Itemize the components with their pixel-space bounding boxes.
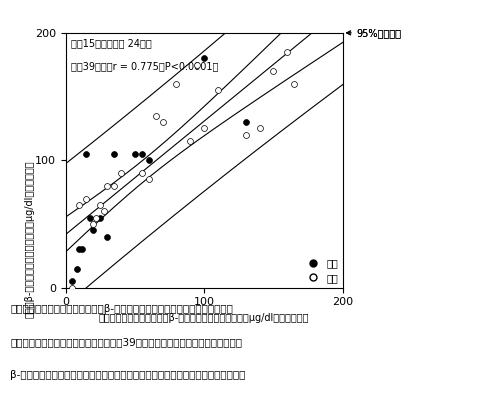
- Point: [87, 215, 95, 221]
- Point: [242, 132, 250, 138]
- Text: 合計39樣体（r = 0.775，P<0.0001）: 合計39樣体（r = 0.775，P<0.0001）: [71, 61, 218, 71]
- Text: 95%信頼区間: 95%信頼区間: [347, 28, 402, 38]
- Point: [290, 81, 298, 87]
- Point: [89, 227, 97, 233]
- Point: [138, 151, 146, 157]
- Point: [96, 215, 104, 221]
- Point: [270, 68, 278, 74]
- Text: β-クリプトキサンチン濃度を算出し、実際の血清中濃度との相関関係を評価した。: β-クリプトキサンチン濃度を算出し、実際の血清中濃度との相関関係を評価した。: [10, 370, 245, 380]
- Point: [138, 170, 146, 176]
- Text: 95%信頼区間: 95%信頼区間: [347, 28, 402, 38]
- Legend: 男性, 女性: 男性, 女性: [308, 258, 338, 283]
- Point: [117, 170, 125, 176]
- Point: [103, 233, 111, 240]
- Point: [110, 182, 118, 189]
- Text: 図１　重回帰式より求めた血清中β-クリプトキサンチン濃度と実測値との相関: 図１ 重回帰式より求めた血清中β-クリプトキサンチン濃度と実測値との相関: [10, 304, 233, 314]
- Text: 表２の重回帰分析に用いた被験者以外の39樣体について、重回帰式から血清中の: 表２の重回帰分析に用いた被験者以外の39樣体について、重回帰式から血清中の: [10, 337, 242, 347]
- Point: [92, 215, 100, 221]
- Point: [75, 246, 83, 253]
- Point: [283, 49, 291, 55]
- Point: [152, 113, 160, 119]
- Point: [100, 208, 108, 215]
- Point: [75, 202, 83, 208]
- Point: [110, 151, 118, 157]
- X-axis label: 重回帰式から求めた血清中β-クリプトキサンチン濃度（μg/dl）【実測値】: 重回帰式から求めた血清中β-クリプトキサンチン濃度（μg/dl）【実測値】: [99, 313, 309, 323]
- Point: [242, 119, 250, 125]
- Text: 男椕15樣体　女性 24樣体: 男椕15樣体 女性 24樣体: [71, 38, 152, 48]
- Point: [145, 176, 153, 183]
- Point: [172, 81, 180, 87]
- Point: [193, 61, 201, 68]
- Y-axis label: 血清中β-クリプトキサンチン濃度（μg/dl）【計算値】: 血清中β-クリプトキサンチン濃度（μg/dl）【計算値】: [24, 160, 34, 318]
- Point: [69, 284, 77, 291]
- Point: [96, 202, 104, 208]
- Point: [82, 151, 90, 157]
- Point: [82, 195, 90, 202]
- Point: [89, 221, 97, 227]
- Point: [214, 87, 222, 94]
- Point: [103, 182, 111, 189]
- Point: [78, 246, 86, 253]
- Point: [256, 125, 264, 132]
- Point: [131, 151, 139, 157]
- Point: [73, 266, 81, 272]
- Point: [158, 119, 166, 125]
- Point: [69, 278, 77, 285]
- Point: [186, 138, 195, 145]
- Point: [200, 125, 208, 132]
- Point: [200, 55, 208, 62]
- Point: [145, 157, 153, 164]
